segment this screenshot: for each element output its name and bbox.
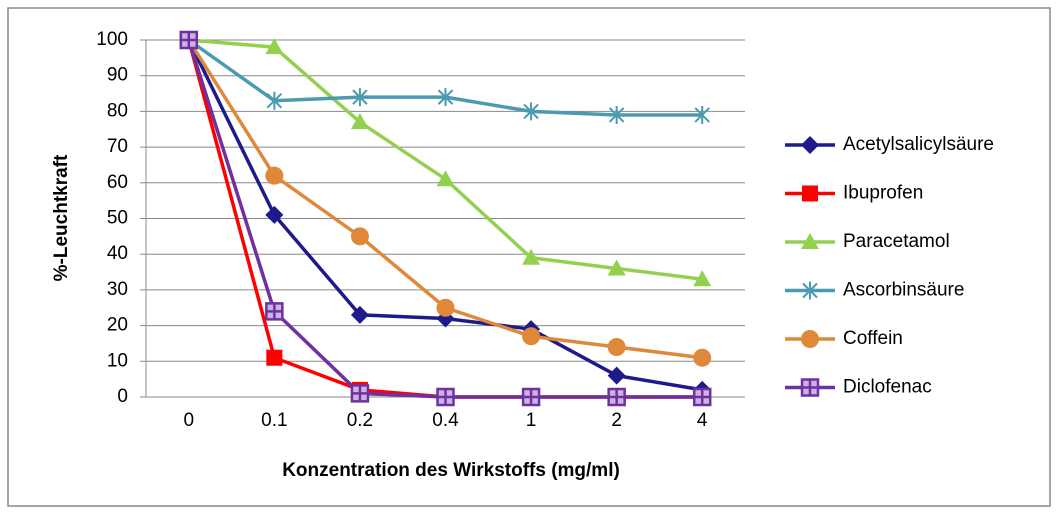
marker (350, 113, 369, 130)
marker (265, 166, 284, 185)
x-tick-label: 0.4 (432, 410, 459, 431)
x-tick-label: 1 (526, 410, 537, 431)
marker (607, 387, 626, 407)
y-axis-title: %-Leuchtkraft (51, 154, 72, 281)
x-tick-label: 0.1 (261, 410, 287, 431)
y-tick-label: 10 (107, 350, 128, 371)
marker (265, 302, 284, 321)
marker (801, 233, 819, 249)
y-tick-label: 50 (107, 208, 128, 229)
marker (801, 330, 819, 348)
x-tick-label: 2 (611, 410, 622, 431)
y-tick-label: 70 (107, 136, 128, 157)
marker (265, 205, 284, 224)
marker (350, 384, 370, 403)
marker (179, 30, 199, 50)
marker (694, 105, 710, 124)
marker (521, 387, 541, 407)
y-tick-label: 0 (117, 386, 128, 407)
legend-label: Paracetamol (843, 231, 950, 252)
legend-label: Coffein (843, 328, 903, 349)
y-tick-label: 20 (107, 315, 128, 336)
legend-label: Ascorbinsäure (843, 280, 964, 301)
marker (693, 270, 712, 287)
legend-label: Acetylsalicylsäure (843, 134, 994, 155)
marker (607, 366, 626, 385)
marker (607, 259, 626, 276)
y-tick-label: 60 (107, 172, 128, 193)
marker (350, 227, 369, 246)
marker (523, 102, 539, 121)
marker (436, 298, 455, 317)
x-axis-title: Konzentration des Wirkstoffs (mg/ml) (282, 460, 620, 481)
marker (608, 105, 625, 124)
marker (693, 348, 712, 367)
x-tick-label: 4 (697, 410, 708, 431)
x-tick-label: 0.2 (347, 410, 373, 431)
legend-label: Diclofenac (843, 377, 932, 398)
legend-label: Ibuprofen (843, 183, 923, 204)
x-tick-label: 0 (183, 410, 194, 431)
y-tick-label: 90 (107, 65, 128, 86)
marker (522, 327, 541, 346)
marker (352, 88, 368, 107)
marker (692, 387, 712, 407)
marker (607, 338, 626, 357)
marker (436, 387, 455, 407)
marker (266, 349, 283, 366)
marker (350, 305, 369, 324)
marker (802, 185, 818, 202)
marker (437, 88, 454, 107)
marker (800, 378, 820, 397)
marker (522, 248, 541, 265)
marker (436, 170, 455, 187)
y-tick-label: 100 (96, 29, 128, 50)
y-tick-label: 30 (107, 279, 128, 300)
y-tick-label: 80 (107, 100, 128, 121)
marker (801, 136, 819, 154)
marker (266, 91, 283, 110)
marker (265, 38, 284, 55)
y-tick-label: 40 (107, 243, 128, 264)
marker (802, 281, 818, 300)
